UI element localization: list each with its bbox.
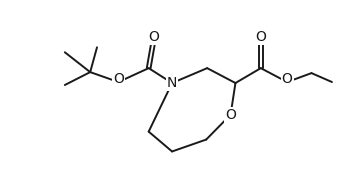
Text: O: O <box>282 72 293 86</box>
Text: O: O <box>113 72 124 86</box>
Text: O: O <box>148 30 159 44</box>
Text: N: N <box>167 76 177 90</box>
Text: O: O <box>225 108 236 122</box>
Text: O: O <box>256 30 266 44</box>
